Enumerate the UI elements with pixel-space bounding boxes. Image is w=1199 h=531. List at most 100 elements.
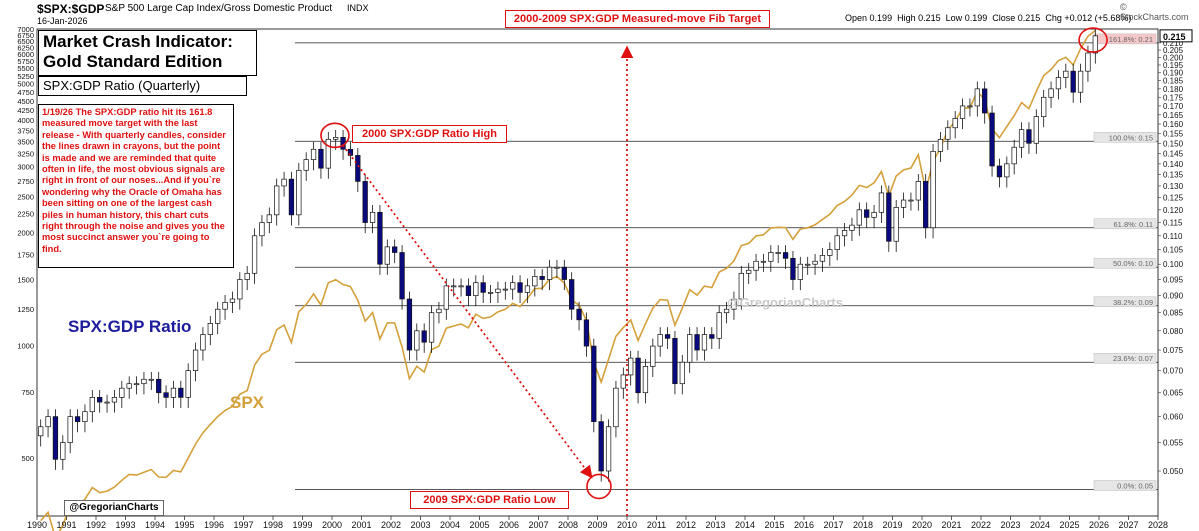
x-tick-label-4: 1994 xyxy=(145,520,165,530)
x-tick-label-12: 2002 xyxy=(381,520,401,530)
low-circle xyxy=(586,473,612,500)
candle-body-116 xyxy=(893,207,899,242)
candle-body-140 xyxy=(1070,70,1076,93)
candle-body-80 xyxy=(628,357,634,376)
candle-body-111 xyxy=(856,209,862,226)
candle-body-100 xyxy=(775,252,781,254)
candle-body-93 xyxy=(723,308,730,314)
y-left-tick-label-2: 6500 xyxy=(17,37,34,46)
candle-body-37 xyxy=(310,148,317,160)
candle-body-138 xyxy=(1055,77,1062,90)
candle-body-82 xyxy=(642,366,649,394)
handle-box: @GregorianCharts xyxy=(64,500,164,516)
candle-body-75 xyxy=(591,345,597,422)
candle-body-43 xyxy=(355,155,361,182)
candle-body-103 xyxy=(797,263,803,280)
candle-body-139 xyxy=(1063,70,1069,78)
candle-body-21 xyxy=(192,349,199,371)
y-right-tick-label-31: 0.055 xyxy=(1163,439,1184,448)
candle-body-106 xyxy=(819,255,826,262)
y-left-tick-label-5: 5750 xyxy=(17,57,34,66)
x-tick-label-33: 2023 xyxy=(1000,520,1020,530)
y-right-tick-label-11: 0.155 xyxy=(1163,129,1184,138)
candle-body-31 xyxy=(266,214,272,223)
candle-body-62 xyxy=(495,288,501,293)
x-tick-label-21: 2011 xyxy=(647,520,666,530)
symbol-description: S&P 500 Large Cap Index/Gross Domestic P… xyxy=(105,3,333,14)
y-right-tick-label-24: 0.090 xyxy=(1163,292,1184,301)
candle-body-32 xyxy=(274,185,280,216)
subtitle: SPX:GDP Ratio (Quarterly) xyxy=(43,78,201,93)
candle-body-6 xyxy=(82,411,88,422)
date-label: 16-Jan-2026 xyxy=(37,16,88,26)
candle-body-94 xyxy=(731,298,737,310)
candle-body-109 xyxy=(841,230,848,237)
candle-body-120 xyxy=(923,181,929,229)
candle-body-26 xyxy=(229,298,236,303)
y-right-tick-label-25: 0.085 xyxy=(1163,309,1184,318)
x-tick-label-28: 2018 xyxy=(853,520,873,530)
y-left-tick-label-15: 3250 xyxy=(17,150,34,159)
candle-body-136 xyxy=(1041,96,1047,117)
close-value: 0.215 xyxy=(1017,13,1041,23)
y-right-tick-label-16: 0.130 xyxy=(1163,182,1184,191)
x-tick-label-36: 2026 xyxy=(1089,520,1109,530)
candle-body-25 xyxy=(222,302,228,310)
candle-body-65 xyxy=(517,282,523,293)
high-to-low-arrow xyxy=(342,144,593,479)
y-right-tick-label-19: 0.115 xyxy=(1163,219,1183,228)
y-right-tick-label-32: 0.050 xyxy=(1163,467,1184,476)
x-tick-label-10: 2000 xyxy=(322,520,342,530)
candle-body-58 xyxy=(465,285,472,297)
y-right-tick-label-9: 0.165 xyxy=(1163,111,1184,120)
target-annotation: 2000-2009 SPX:GDP Measured-move Fib Targ… xyxy=(505,10,770,28)
y-left-tick-label-17: 2750 xyxy=(17,177,34,186)
y-right-tick-label-8: 0.170 xyxy=(1163,102,1184,111)
candle-body-90 xyxy=(701,334,708,351)
last-value-box xyxy=(1159,29,1193,43)
candle-body-131 xyxy=(1004,163,1010,178)
candle-body-44 xyxy=(362,181,368,223)
candle-body-99 xyxy=(768,252,774,262)
x-tick-label-22: 2012 xyxy=(676,520,696,530)
candle-body-36 xyxy=(303,159,309,171)
fib-label-0: 161.8%: 0.21 xyxy=(1109,35,1153,44)
candle-body-3 xyxy=(60,442,66,460)
candle-body-85 xyxy=(664,334,671,339)
candle-body-83 xyxy=(650,345,656,367)
candle-body-5 xyxy=(74,416,81,422)
main-title-line1: Market Crash Indicator: xyxy=(43,32,233,51)
x-tick-label-14: 2004 xyxy=(440,520,460,530)
candle-body-122 xyxy=(937,138,944,152)
candle-body-24 xyxy=(215,308,221,324)
candle-body-133 xyxy=(1018,129,1025,148)
candle-body-19 xyxy=(178,387,184,398)
open-value: 0.199 xyxy=(869,13,893,23)
x-tick-label-31: 2021 xyxy=(941,520,961,530)
candle-body-30 xyxy=(259,222,265,237)
target-annotation-text: 2000-2009 SPX:GDP Measured-move Fib Targ… xyxy=(513,13,762,25)
candle-body-27 xyxy=(237,279,243,300)
candle-body-89 xyxy=(694,334,700,351)
x-tick-label-27: 2017 xyxy=(823,520,843,530)
high-annotation: 2000 SPX:GDP Ratio High xyxy=(352,125,507,143)
candle-body-50 xyxy=(406,298,413,351)
x-tick-label-1: 1991 xyxy=(56,520,76,530)
fib-label-2: 61.8%: 0.11 xyxy=(1114,220,1153,229)
high-circle xyxy=(320,122,350,149)
candle-body-86 xyxy=(672,337,678,385)
candle-body-78 xyxy=(613,387,619,428)
fib-label-box-1 xyxy=(1093,132,1157,143)
last-value-label: 0.215 xyxy=(1163,32,1186,42)
candle-body-137 xyxy=(1048,88,1054,98)
candle-body-40 xyxy=(333,136,339,140)
candle-body-101 xyxy=(782,252,789,259)
y-left-tick-label-11: 4250 xyxy=(17,106,34,115)
x-tick-label-7: 1997 xyxy=(233,520,253,530)
chart-header: $SPX:$GDP S&P 500 Large Cap Index/Gross … xyxy=(37,2,1197,26)
candle-body-10 xyxy=(111,397,118,403)
y-right-tick-label-27: 0.075 xyxy=(1163,346,1184,355)
ohlc-readout: Open 0.199 High 0.215 Low 0.199 Close 0.… xyxy=(845,13,1131,23)
candle-body-46 xyxy=(377,211,383,265)
candle-body-59 xyxy=(473,282,479,297)
